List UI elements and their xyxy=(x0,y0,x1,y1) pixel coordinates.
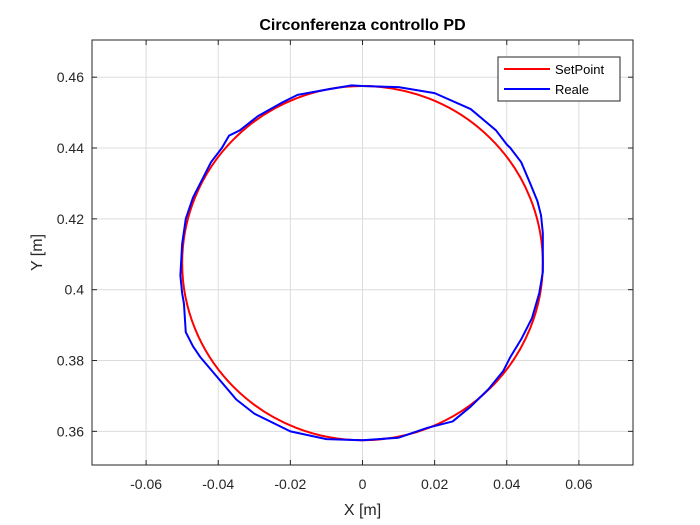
series-reale-line xyxy=(179,84,544,442)
x-axis-label: X [m] xyxy=(344,502,381,519)
x-tick-label: 0.04 xyxy=(493,476,520,492)
y-tick-label: 0.36 xyxy=(57,423,84,439)
y-tick-label: 0.44 xyxy=(57,140,84,156)
grid xyxy=(92,40,633,465)
x-tick-label: 0.06 xyxy=(565,476,592,492)
legend-entry-setpoint: SetPoint xyxy=(555,62,605,77)
y-axis-label: Y [m] xyxy=(29,234,46,271)
y-axis-ticks: 0.36 0.38 0.4 0.42 0.44 0.46 xyxy=(57,69,633,439)
x-tick-label: -0.02 xyxy=(274,476,306,492)
y-tick-label: 0.4 xyxy=(65,282,85,298)
x-tick-label: 0 xyxy=(359,476,367,492)
x-tick-label: 0.02 xyxy=(421,476,448,492)
x-axis-ticks: -0.06 -0.04 -0.02 0 0.02 0.04 0.06 xyxy=(130,40,593,492)
chart-title: Circonferenza controllo PD xyxy=(259,17,465,34)
x-tick-label: -0.06 xyxy=(130,476,162,492)
y-tick-label: 0.42 xyxy=(57,211,84,227)
legend-box xyxy=(497,56,621,102)
x-tick-label: -0.04 xyxy=(202,476,234,492)
legend: SetPoint Reale xyxy=(497,56,621,102)
y-tick-label: 0.46 xyxy=(57,69,84,85)
plot-series xyxy=(179,84,544,442)
legend-entry-reale: Reale xyxy=(555,82,589,97)
y-tick-label: 0.38 xyxy=(57,353,84,369)
